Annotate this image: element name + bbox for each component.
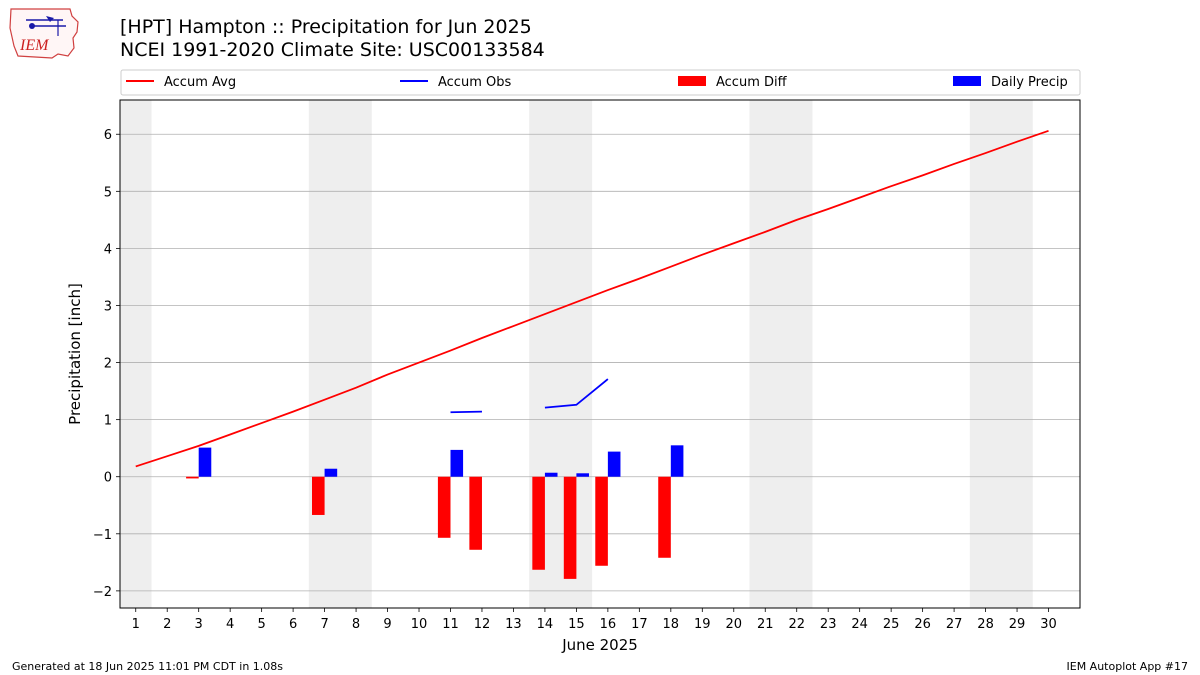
x-tick-label: 18 bbox=[663, 617, 680, 632]
accum-diff-bar bbox=[469, 476, 482, 550]
x-tick-label: 23 bbox=[820, 617, 837, 632]
legend-bar-swatch bbox=[678, 76, 706, 86]
daily-precip-bar bbox=[576, 473, 589, 477]
x-tick-label: 28 bbox=[977, 617, 994, 632]
x-tick-label: 8 bbox=[352, 617, 360, 632]
accum-obs-line bbox=[544, 378, 609, 409]
weekend-span bbox=[749, 100, 813, 608]
x-tick-label: 19 bbox=[694, 617, 711, 632]
x-tick-label: 2 bbox=[163, 617, 171, 632]
accum-diff-bar bbox=[312, 476, 325, 515]
x-tick-label: 26 bbox=[914, 617, 931, 632]
gridlines bbox=[120, 133, 1080, 592]
x-tick-label: 15 bbox=[568, 617, 585, 632]
accum-diff-bar bbox=[563, 476, 577, 579]
accum-diff-bar bbox=[595, 476, 608, 566]
plot-frame bbox=[119, 99, 1081, 609]
chart-title: [HPT] Hampton :: Precipitation for Jun 2… bbox=[120, 16, 532, 38]
bars bbox=[186, 445, 684, 579]
accum-diff-bar bbox=[186, 476, 199, 479]
accum-diff-bar bbox=[437, 476, 451, 538]
accum-obs-line bbox=[450, 410, 482, 414]
weekend-span bbox=[969, 100, 1033, 608]
y-tick-label: 1 bbox=[104, 414, 112, 429]
x-tick-label: 24 bbox=[851, 617, 868, 632]
x-axis: 1 2 3 4 5 6 7 8 9 10 11 12 13 14 15 16 17 18 19 20 21 22 23 24 2… bbox=[132, 608, 1057, 632]
y-tick-label: 2 bbox=[104, 357, 112, 372]
y-tick-label: 0 bbox=[104, 471, 112, 486]
y-tick-label: −1 bbox=[93, 528, 112, 543]
daily-precip-bar bbox=[670, 445, 684, 477]
x-tick-label: 6 bbox=[289, 617, 297, 632]
x-tick-label: 22 bbox=[788, 617, 805, 632]
daily-precip-bar bbox=[450, 449, 464, 477]
daily-precip-bar bbox=[198, 447, 212, 477]
x-tick-label: 16 bbox=[600, 617, 617, 632]
daily-precip-bar bbox=[324, 468, 338, 477]
logo-text: IEM bbox=[19, 37, 50, 54]
accum-avg-line bbox=[135, 129, 1049, 468]
x-tick-label: 12 bbox=[474, 617, 491, 632]
daily-precip-bar bbox=[607, 451, 621, 477]
x-tick-label: 3 bbox=[195, 617, 203, 632]
y-axis: −2 −1 0 1 2 3 4 5 6 bbox=[93, 128, 120, 600]
x-tick-label: 25 bbox=[883, 617, 900, 632]
x-tick-label: 20 bbox=[725, 617, 742, 632]
x-tick-label: 30 bbox=[1040, 617, 1057, 632]
generated-timestamp: Generated at 18 Jun 2025 11:01 PM CDT in… bbox=[12, 660, 284, 673]
legend-label: Accum Diff bbox=[716, 75, 788, 90]
chart-subtitle: NCEI 1991-2020 Climate Site: USC00133584 bbox=[120, 39, 545, 61]
x-tick-label: 11 bbox=[442, 617, 459, 632]
x-axis-label: June 2025 bbox=[561, 636, 638, 654]
x-tick-label: 4 bbox=[226, 617, 234, 632]
x-tick-label: 14 bbox=[537, 617, 554, 632]
x-tick-label: 29 bbox=[1009, 617, 1026, 632]
accum-diff-bar bbox=[658, 476, 671, 558]
weekend-span bbox=[120, 100, 152, 608]
x-tick-label: 17 bbox=[631, 617, 648, 632]
x-tick-label: 1 bbox=[132, 617, 140, 632]
x-tick-label: 9 bbox=[383, 617, 391, 632]
y-tick-label: 5 bbox=[104, 185, 112, 200]
y-tick-label: 4 bbox=[104, 242, 112, 257]
app-id-label: IEM Autoplot App #17 bbox=[1066, 660, 1189, 673]
x-tick-label: 10 bbox=[411, 617, 428, 632]
daily-precip-bar bbox=[544, 472, 558, 477]
x-tick-label: 13 bbox=[505, 617, 522, 632]
weekend-shading bbox=[120, 100, 1033, 608]
y-tick-label: 3 bbox=[104, 299, 112, 314]
weekend-span bbox=[308, 100, 372, 608]
iem-logo: IEM bbox=[8, 6, 80, 60]
x-tick-label: 21 bbox=[757, 617, 774, 632]
legend-box bbox=[120, 69, 1081, 96]
y-axis-label: Precipitation [inch] bbox=[66, 283, 84, 425]
y-tick-label: 6 bbox=[104, 128, 112, 143]
y-tick-label: −2 bbox=[93, 585, 112, 600]
lines bbox=[135, 129, 1049, 468]
x-tick-label: 27 bbox=[946, 617, 963, 632]
x-tick-label: 5 bbox=[257, 617, 265, 632]
accum-diff-bar bbox=[532, 476, 545, 570]
x-tick-label: 7 bbox=[320, 617, 328, 632]
legend-label: Accum Avg bbox=[164, 75, 236, 90]
legend-bar-swatch bbox=[953, 76, 981, 86]
legend: Accum Avg Accum Obs Accum Diff Daily Precip bbox=[120, 69, 1081, 96]
legend-label: Accum Obs bbox=[438, 75, 511, 90]
legend-label: Daily Precip bbox=[991, 75, 1068, 90]
